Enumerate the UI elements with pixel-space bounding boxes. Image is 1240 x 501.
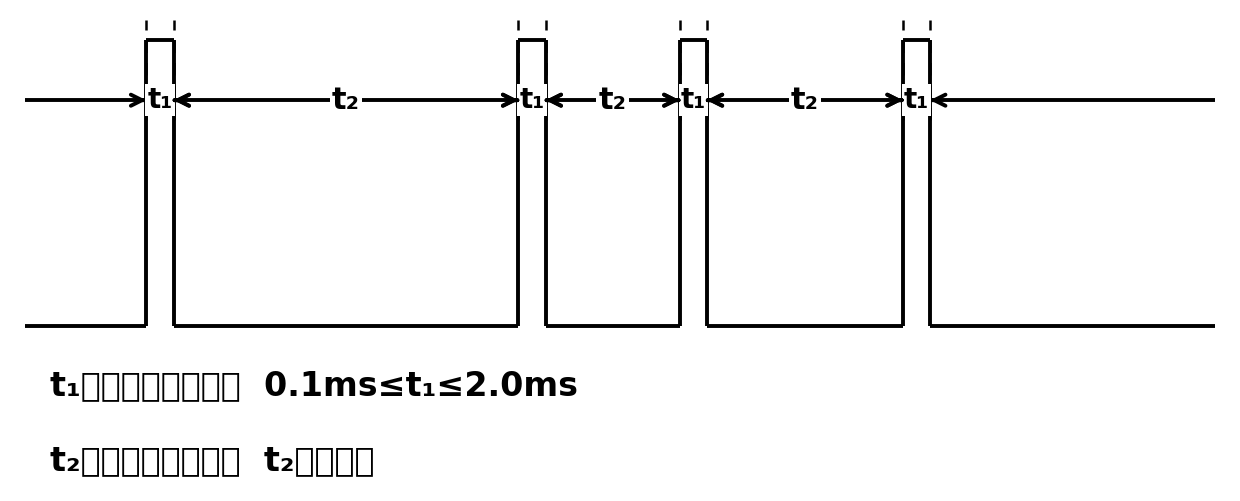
Text: t₂: t₂ [791, 86, 818, 115]
Text: t₂: t₂ [332, 86, 360, 115]
Text: t₁: t₁ [520, 86, 544, 114]
Text: t₁为起搋脉冲宽度，  0.1ms≤t₁≤2.0ms: t₁为起搋脉冲宽度， 0.1ms≤t₁≤2.0ms [50, 369, 578, 402]
Text: t₂: t₂ [599, 86, 626, 115]
Text: t₁: t₁ [681, 86, 706, 114]
Text: t₁: t₁ [904, 86, 929, 114]
Text: t₂为起搋脉冲间隔，  t₂値不确定: t₂为起搋脉冲间隔， t₂値不确定 [50, 444, 374, 477]
Text: t₁: t₁ [148, 86, 172, 114]
